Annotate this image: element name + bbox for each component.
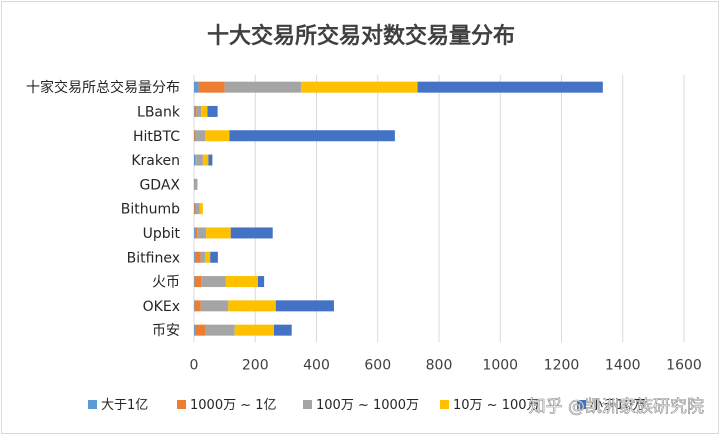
x-tick-labels: 0 200 400 600 800 1000 1200 1400 1600 — [190, 357, 702, 373]
bar-segment — [417, 81, 603, 93]
bar-segment — [197, 178, 198, 190]
gridlines — [193, 75, 685, 343]
bar-segment — [198, 81, 225, 93]
bars — [194, 81, 603, 336]
bar-segment — [194, 178, 195, 190]
bar-segment — [194, 178, 198, 190]
category-label: Bitfinex — [127, 250, 180, 266]
legend: 大于1亿 1000万 ~ 1亿 100万 ~ 1000万 10万 ~ 100万 小于10… — [88, 398, 646, 413]
bar-segment — [194, 105, 195, 117]
bar-segment — [224, 81, 302, 93]
x-tick-label: 1400 — [605, 357, 641, 373]
bar-segment — [201, 105, 208, 117]
bar-segment — [194, 178, 195, 190]
bar-segment — [194, 251, 195, 263]
bar-segment — [194, 154, 196, 166]
bar-segment — [194, 300, 195, 312]
bar-segment — [275, 300, 334, 312]
category-label: Kraken — [131, 153, 180, 169]
bar-segment — [228, 300, 276, 312]
category-labels: 十家交易所总交易量分布 LBank HitBTC Kraken GDAX Bithumb U… — [26, 79, 181, 339]
legend-swatch — [303, 400, 312, 409]
bar-segment — [205, 130, 230, 142]
legend-label: 100万 ~ 1000万 — [316, 398, 419, 413]
bar-segment — [194, 227, 195, 239]
legend-swatch — [88, 400, 97, 409]
category-label: Bithumb — [121, 202, 180, 218]
bar-segment — [194, 300, 201, 312]
bar-segment — [196, 154, 203, 166]
bar-segment — [202, 154, 209, 166]
legend-swatch — [577, 400, 586, 409]
bar-segment — [194, 81, 199, 93]
category-label: 十家交易所总交易量分布 — [26, 79, 180, 96]
bar-segment — [199, 203, 203, 215]
bar-segment — [194, 130, 195, 142]
x-tick-label: 1200 — [544, 357, 580, 373]
bar-segment — [196, 105, 202, 117]
x-tick-label: 200 — [242, 357, 269, 373]
x-tick-label: 1000 — [482, 357, 518, 373]
bar-segment — [194, 276, 195, 288]
bar-segment — [195, 154, 197, 166]
legend-label: 小于10万 — [590, 398, 646, 413]
legend-label: 1000万 ~ 1亿 — [190, 398, 277, 413]
bar-segment — [194, 203, 196, 215]
bar-segment — [194, 105, 197, 117]
bar-segment — [301, 81, 418, 93]
x-tick-label: 400 — [303, 357, 330, 373]
bar-segment — [200, 300, 229, 312]
chart-title: 十大交易所交易对数交易量分布 — [207, 23, 515, 49]
bar-segment — [195, 130, 206, 142]
bar-segment — [206, 227, 231, 239]
bar-segment — [200, 251, 206, 263]
x-tick-label: 0 — [190, 357, 199, 373]
bar-segment — [197, 227, 207, 239]
bar-segment — [194, 324, 195, 336]
bar-segment — [208, 154, 213, 166]
legend-swatch — [177, 400, 186, 409]
bar-segment — [205, 251, 211, 263]
bar-segment — [230, 227, 273, 239]
bar-segment — [205, 324, 235, 336]
watermark: 知乎 @凯洲家族研究院 — [529, 397, 704, 417]
bar-segment — [234, 324, 274, 336]
bar-segment — [194, 203, 195, 215]
legend-label: 大于1亿 — [101, 398, 148, 413]
category-label: 币安 — [152, 323, 180, 339]
bar-segment — [273, 324, 292, 336]
bar-segment — [195, 203, 200, 215]
bar-segment — [207, 105, 218, 117]
x-tick-label: 800 — [426, 357, 453, 373]
category-label: HitBTC — [133, 129, 180, 145]
bar-segment — [210, 251, 218, 263]
category-label: LBank — [137, 104, 181, 120]
bar-segment — [194, 227, 198, 239]
legend-label: 10万 ~ 100万 — [453, 398, 540, 413]
bar-segment — [194, 324, 206, 336]
bar-segment — [229, 130, 395, 142]
x-tick-label: 600 — [364, 357, 391, 373]
bar-segment — [258, 276, 265, 288]
bar-segment — [225, 276, 259, 288]
bar-segment — [194, 130, 196, 142]
bar-segment — [194, 251, 201, 263]
category-label: Upbit — [143, 226, 181, 242]
x-tick-label: 1600 — [666, 357, 702, 373]
category-label: OKEx — [143, 299, 180, 315]
bar-segment — [201, 276, 226, 288]
category-label: 火币 — [152, 275, 180, 291]
legend-swatch — [440, 400, 449, 409]
bar-segment — [194, 276, 202, 288]
category-label: GDAX — [139, 177, 180, 193]
